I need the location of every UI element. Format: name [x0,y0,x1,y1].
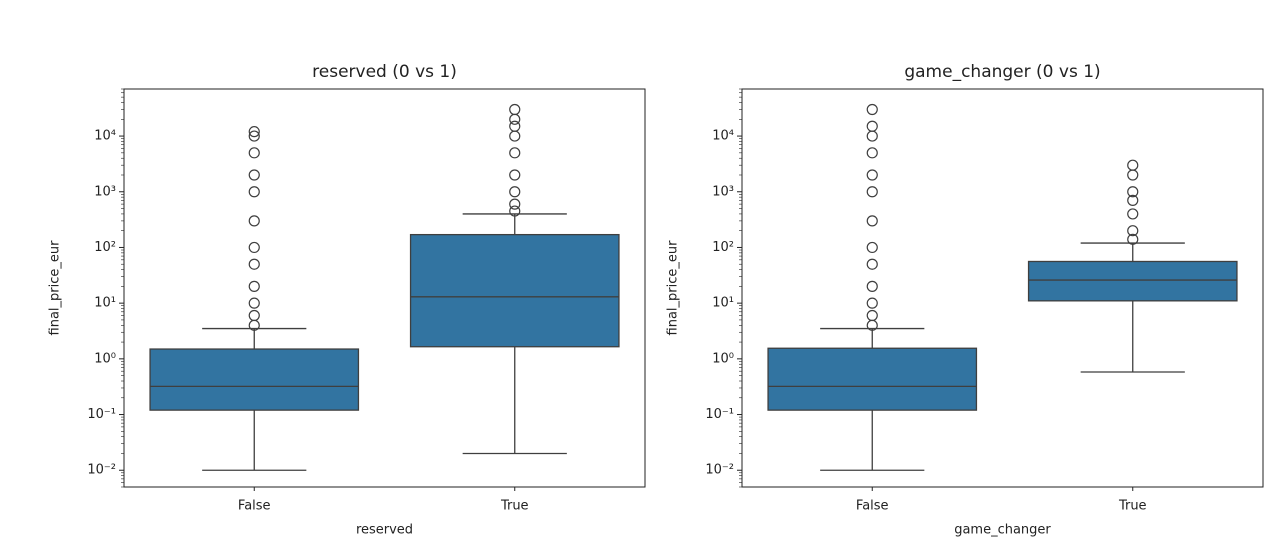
y-tick-label: 10⁻² [87,463,116,478]
outlier [1127,233,1139,245]
chart-title: game_changer (0 vs 1) [904,62,1100,82]
y-axis-label: final_price_eur [666,240,681,336]
x-tick-label: True [1118,499,1147,514]
outlier [866,130,878,142]
plot-frame [741,88,1264,488]
x-tick-label: False [238,499,271,514]
y-tick-label: 10³ [94,184,116,199]
outlier [1127,208,1139,220]
outlier [248,309,260,322]
outlier [866,169,878,181]
y-tick-label: 10⁻¹ [87,407,116,422]
outlier [866,297,878,309]
outlier [509,147,521,159]
outlier [248,280,260,292]
outlier [866,309,878,322]
outlier [248,169,260,181]
outlier [248,258,260,270]
outlier [509,169,521,181]
outlier [248,126,260,138]
outlier [248,147,260,159]
outlier [866,103,878,116]
outlier [248,186,260,198]
outlier [509,205,521,217]
y-tick-label: 10³ [712,184,734,199]
outlier [1127,225,1139,237]
x-tick-label: False [856,499,889,514]
outlier [509,130,521,142]
y-axis-label: final_price_eur [48,240,63,336]
outlier [866,186,878,198]
outlier [1127,186,1139,198]
y-tick-label: 10⁴ [712,129,734,144]
outlier [248,297,260,309]
outlier [248,130,260,142]
box [767,347,978,411]
y-tick-label: 10² [712,240,734,255]
outlier [509,186,521,198]
y-tick-label: 10¹ [94,296,116,311]
plot-frame [123,88,646,488]
x-axis-label: reserved [356,523,413,538]
outlier [866,120,878,132]
box [1027,260,1238,302]
outlier [509,113,521,125]
outlier [866,258,878,270]
outlier [248,241,260,254]
outlier [1127,169,1139,181]
outlier [1127,194,1139,206]
y-tick-label: 10⁰ [712,351,734,366]
x-axis-label: game_changer [954,523,1051,538]
y-tick-label: 10⁻² [705,463,734,478]
outlier [866,280,878,292]
outlier [866,147,878,159]
outlier [509,120,521,132]
y-tick-label: 10² [94,240,116,255]
y-tick-label: 10⁴ [94,129,116,144]
chart-title: reserved (0 vs 1) [312,62,457,82]
outlier [866,241,878,254]
x-tick-label: True [500,499,529,514]
y-tick-label: 10¹ [712,296,734,311]
outlier [509,198,521,210]
outlier [509,103,521,116]
y-tick-label: 10⁰ [94,351,116,366]
box [409,233,620,348]
outlier [866,215,878,227]
outlier [1127,159,1139,171]
y-tick-label: 10⁻¹ [705,407,734,422]
outlier [248,215,260,227]
box [149,348,360,411]
